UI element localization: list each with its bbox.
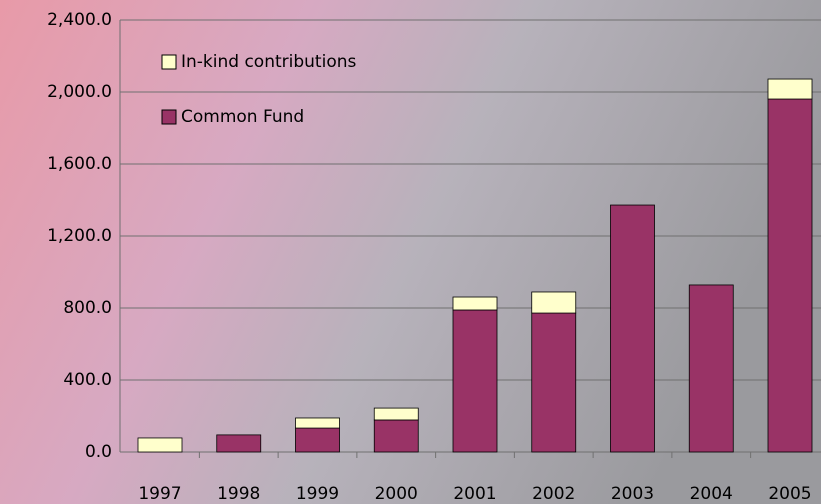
- y-tick-label: 800.0: [63, 298, 112, 318]
- x-tick-label: 1999: [296, 484, 339, 504]
- y-tick-label: 2,400.0: [47, 10, 112, 30]
- bar-segment: [373, 419, 419, 453]
- bar-segment: [295, 417, 340, 429]
- x-tick-label: 2004: [690, 484, 733, 504]
- legend-label: In-kind contributions: [181, 52, 356, 72]
- bar-segment: [767, 78, 813, 100]
- bar-segment: [295, 427, 340, 453]
- x-tick-label: 1997: [138, 484, 181, 504]
- x-tick-label: 2000: [375, 484, 418, 504]
- y-tick-label: 0.0: [85, 442, 112, 462]
- x-tick-label: 1998: [217, 484, 260, 504]
- bar-segment: [452, 309, 498, 453]
- legend-label: Common Fund: [181, 107, 304, 127]
- y-tick-label: 1,600.0: [47, 154, 112, 174]
- x-tick-label: 2003: [611, 484, 654, 504]
- bar-segment: [452, 296, 498, 311]
- bar-segment: [373, 407, 419, 421]
- bar-segment: [610, 204, 655, 453]
- bar-segment: [531, 291, 577, 314]
- bar-segment: [531, 312, 577, 453]
- legend-swatch: [161, 54, 177, 70]
- bar-segment: [767, 98, 813, 453]
- bar-segment: [137, 437, 183, 453]
- bar-segment: [216, 434, 262, 453]
- y-tick-label: 400.0: [63, 370, 112, 390]
- bar-segment: [688, 284, 734, 453]
- y-tick-label: 2,000.0: [47, 82, 112, 102]
- x-tick-label: 2002: [532, 484, 575, 504]
- y-tick-label: 1,200.0: [47, 226, 112, 246]
- x-tick-label: 2005: [768, 484, 811, 504]
- x-tick-label: 2001: [453, 484, 496, 504]
- legend-swatch: [161, 109, 177, 125]
